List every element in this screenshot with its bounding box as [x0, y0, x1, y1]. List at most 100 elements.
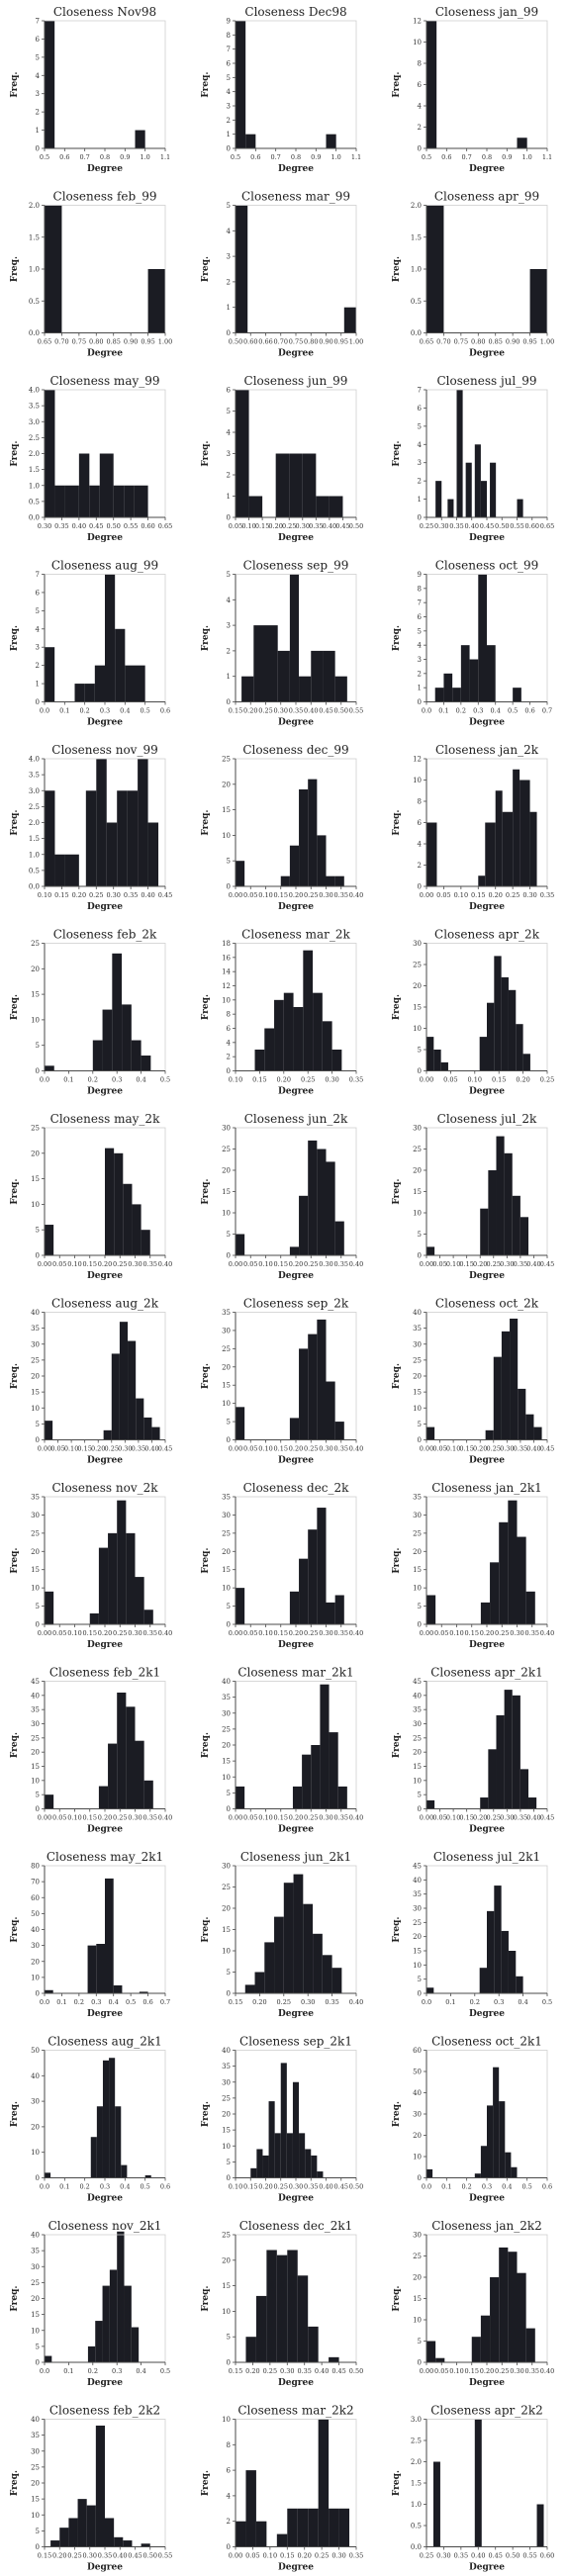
y-tick-label: 0	[227, 514, 231, 522]
histogram-bar	[490, 462, 497, 517]
x-tick-label: 0.35	[514, 1445, 527, 1453]
y-tick-label: 2.0	[29, 450, 40, 458]
x-axis-label: Degree	[87, 902, 123, 912]
histogram-bar	[45, 205, 62, 333]
x-tick-label: 0.4	[136, 1076, 145, 1084]
y-tick-label: 5	[227, 2159, 231, 2166]
histogram-bar	[480, 1797, 489, 1809]
y-tick-label: 5	[227, 1969, 231, 1977]
x-tick-label: 0.30	[38, 522, 51, 530]
y-tick-label: 15	[222, 1382, 231, 1390]
y-axis-label: Freq.	[201, 1547, 211, 1573]
y-tick-label: 5	[418, 422, 422, 430]
y-tick-label: 20	[413, 1933, 422, 1941]
histogram-bar	[292, 2081, 300, 2178]
histogram-bar	[241, 676, 254, 702]
histogram-bar	[480, 1208, 489, 1255]
histogram-panel: Closeness dec_99 0.00 0.05 0.10 0.15 0.20 0.25…	[201, 743, 363, 912]
histogram-bar	[334, 676, 347, 702]
histogram-bar	[297, 2508, 309, 2547]
histogram-bar	[474, 2173, 481, 2178]
histogram-bar	[529, 269, 547, 333]
y-tick-label: 2.0	[29, 202, 40, 210]
x-tick-label: 0.50	[349, 522, 363, 530]
y-tick-label: 0	[36, 1805, 40, 1813]
x-tick-label: 0.35	[540, 891, 554, 899]
x-tick-label: 0.25	[89, 891, 103, 899]
histogram-bar	[276, 2254, 288, 2362]
histogram-bar	[96, 1944, 105, 1993]
y-tick-label: 0	[418, 2359, 422, 2367]
y-tick-label: 25	[413, 1734, 422, 1742]
histogram-bar	[135, 665, 145, 702]
histogram-bar	[45, 790, 55, 886]
x-tick-label: 0.30	[319, 891, 332, 899]
chart-title: Closeness oct_99	[435, 559, 539, 573]
y-tick-label: 2	[418, 124, 422, 132]
histogram-bar	[343, 307, 356, 333]
y-tick-label: 0	[418, 1621, 422, 1629]
x-tick-label: 1.0	[140, 153, 149, 161]
x-tick-label: 0.10	[258, 1629, 272, 1637]
histogram-bar	[109, 2058, 116, 2178]
x-tick-label: 0.45	[158, 891, 172, 899]
histogram-panel: Closeness apr_2k1 0.00 0.05 0.10 0.15 0.20 0.2…	[392, 1666, 554, 1835]
x-tick-label: 0.25	[105, 1445, 119, 1453]
y-tick-label: 0	[227, 1805, 231, 1813]
y-tick-label: 15	[413, 1188, 422, 1196]
x-tick-label: 0.30	[118, 1445, 132, 1453]
histogram-bar	[89, 485, 100, 517]
y-tick-label: 25	[413, 2253, 422, 2260]
y-tick-label: 60	[413, 2047, 422, 2055]
histogram-bar	[123, 1183, 133, 1255]
histogram-bar	[303, 1903, 314, 1993]
y-tick-label: 10	[413, 1962, 422, 1970]
y-tick-label: 50	[31, 2047, 40, 2055]
histogram-bar	[245, 2337, 256, 2362]
plot-frame	[425, 205, 548, 333]
histogram-bar	[313, 992, 323, 1071]
x-tick-label: 0.95	[141, 338, 154, 346]
x-tick-label: 0.40	[72, 522, 86, 530]
histogram-bar	[329, 1732, 338, 1809]
y-tick-label: 0	[227, 329, 231, 337]
histogram-bar	[265, 625, 278, 702]
x-tick-label: 0.15	[274, 1445, 288, 1453]
x-tick-label: 0.1	[445, 1998, 455, 2006]
x-tick-label: 0.20	[488, 891, 502, 899]
x-tick-label: 1.0	[521, 153, 531, 161]
y-tick-label: 25	[31, 940, 40, 948]
y-axis-label: Freq.	[392, 2470, 402, 2496]
x-tick-label: 0.50	[506, 2552, 520, 2560]
histogram-bar	[64, 485, 79, 517]
y-tick-label: 0.0	[29, 883, 40, 891]
x-tick-label: 0.2	[461, 2183, 471, 2191]
y-tick-label: 10	[413, 39, 422, 46]
histogram-panel: Closeness mar_99 0.50 0.60 0.66 0.70 0.75 0.80…	[201, 190, 363, 359]
histogram-bar	[311, 2155, 318, 2178]
histogram-panel: Closeness jan_99 0.5 0.6 0.7 0.8 0.9 1.0 1.1 0 2 4…	[392, 5, 552, 174]
x-tick-label: 0.45	[335, 522, 349, 530]
histogram-bar	[98, 1786, 109, 1809]
x-tick-label: 0.6	[441, 153, 451, 161]
y-tick-label: 0.5	[411, 298, 422, 306]
histogram-bar	[236, 1588, 245, 1624]
x-tick-label: 0.40	[526, 1814, 540, 1822]
histogram-bar	[308, 1140, 318, 1255]
x-tick-label: 0.20	[289, 891, 303, 899]
x-tick-label: 0.25	[263, 2367, 277, 2375]
y-tick-label: 3.5	[29, 403, 40, 411]
x-axis-label: Degree	[469, 164, 505, 174]
y-tick-label: 25	[222, 1725, 231, 1733]
y-tick-label: 15	[222, 806, 231, 814]
histogram-panel: Closeness jun_2k1 0.15 0.20 0.25 0.30 0.35 0.4…	[201, 1850, 363, 2019]
x-tick-label: 0.5	[126, 1998, 136, 2006]
x-tick-label: 0.5	[422, 153, 431, 161]
histogram-bar	[256, 2149, 263, 2178]
y-axis-label: Freq.	[201, 2470, 211, 2496]
y-tick-label: 10	[222, 832, 231, 840]
x-tick-label: 0.30	[319, 1814, 332, 1822]
y-axis-label: Freq.	[10, 625, 20, 651]
histogram-bar	[112, 953, 123, 1071]
x-axis-label: Degree	[278, 349, 314, 359]
